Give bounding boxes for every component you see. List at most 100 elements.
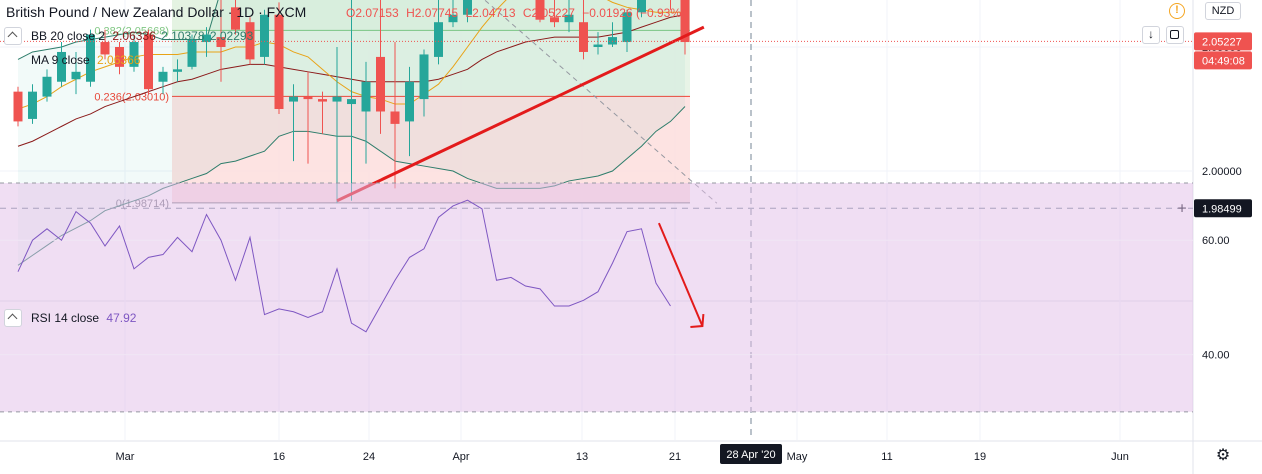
- currency-badge[interactable]: NZD: [1205, 2, 1241, 20]
- rsi-arrow-head: [690, 313, 705, 329]
- time-tick-label: 24: [363, 451, 375, 463]
- settings-gear-icon[interactable]: ⚙: [1215, 447, 1231, 464]
- candle-body[interactable]: [318, 99, 327, 102]
- candle-body[interactable]: [57, 51, 66, 82]
- rsi-down-arrow[interactable]: [657, 222, 704, 327]
- bb-label: BB 20 close 2: [31, 29, 106, 43]
- candle-body[interactable]: [434, 22, 443, 57]
- candle-body[interactable]: [173, 69, 182, 72]
- rsi-line[interactable]: [17, 199, 671, 333]
- candle-body[interactable]: [535, 0, 545, 20]
- candle-body[interactable]: [274, 14, 284, 110]
- symbol-title: British Pound / New Zealand Dollar · 1D …: [6, 4, 307, 20]
- candle-body[interactable]: [231, 7, 240, 30]
- candle-body[interactable]: [216, 37, 226, 48]
- rsi-band-fill: [0, 183, 1193, 412]
- bb-lower-value: 2.02293: [209, 29, 254, 43]
- candle-body[interactable]: [608, 37, 617, 45]
- time-tick-label: 21: [669, 451, 681, 463]
- chevron-up-icon: [7, 313, 18, 324]
- crosshair-price-badge: [1194, 199, 1252, 218]
- warning-icon[interactable]: !: [1169, 3, 1185, 19]
- candle-body[interactable]: [347, 99, 356, 105]
- open-value: O2.07153: [346, 6, 399, 20]
- candle-body[interactable]: [71, 71, 81, 80]
- candle-body[interactable]: [332, 96, 342, 102]
- candle-body[interactable]: [579, 22, 588, 52]
- collapse-legend-button[interactable]: [4, 27, 22, 45]
- high-value: H2.07745: [406, 6, 459, 20]
- time-tick-label: Jun: [1111, 451, 1129, 463]
- change-value: −0.01926 (−0.93%): [582, 6, 685, 20]
- ohlc-legend: O2.07153 H2.07745 L2.04713 C2.05227 −0.0…: [346, 6, 685, 20]
- crosshair-date-label: 28 Apr '20: [726, 449, 775, 461]
- candle-body[interactable]: [129, 42, 139, 67]
- candle-body[interactable]: [260, 14, 269, 57]
- last-price-label: 2.05227: [1202, 36, 1242, 48]
- time-tick-label: Mar: [116, 451, 135, 463]
- bb-legend[interactable]: BB 20 close 2 2.06336 2.10378 2.02293: [31, 29, 253, 43]
- candle-body[interactable]: [303, 96, 313, 100]
- candle-body[interactable]: [390, 111, 400, 124]
- bb-upper-value: 2.10378: [161, 29, 205, 43]
- candle-body[interactable]: [86, 34, 95, 82]
- countdown-badge: [1194, 51, 1252, 70]
- candle-body[interactable]: [680, 0, 690, 43]
- candle-body[interactable]: [550, 17, 559, 23]
- price-tick-label: 2.00000: [1202, 166, 1242, 178]
- bb-basis-value: 2.06336: [112, 29, 156, 43]
- candle-body[interactable]: [158, 71, 168, 82]
- chevron-up-icon: [7, 31, 18, 42]
- candle-body[interactable]: [405, 81, 414, 122]
- close-value: C2.05227: [522, 6, 575, 20]
- rsi-legend[interactable]: RSI 14 close 47.92: [31, 311, 136, 325]
- candle-body[interactable]: [419, 54, 429, 100]
- scroll-down-button[interactable]: ↓: [1142, 26, 1160, 44]
- fib-zone: [172, 0, 690, 31]
- candle-body[interactable]: [564, 14, 574, 23]
- rsi-value: 47.92: [106, 311, 137, 325]
- candle-body[interactable]: [13, 91, 23, 122]
- fib-level-label: 0.382(2.05668): [94, 25, 169, 37]
- candle-body[interactable]: [593, 44, 603, 48]
- time-tick-label: 11: [881, 451, 892, 463]
- candle-body[interactable]: [622, 12, 632, 43]
- fullscreen-icon: [1170, 30, 1179, 39]
- crosshair-date-badge: [720, 444, 782, 464]
- ma-legend[interactable]: MA 9 close 2.06366: [31, 53, 140, 67]
- low-value: L2.04713: [465, 6, 516, 20]
- ma-label: MA 9 close: [31, 53, 90, 67]
- candle-body[interactable]: [187, 39, 197, 67]
- candle-body[interactable]: [448, 14, 458, 23]
- candle-body[interactable]: [376, 56, 385, 112]
- candle-body[interactable]: [463, 0, 472, 15]
- bb-upper-line[interactable]: [17, 0, 685, 60]
- candle-body[interactable]: [144, 34, 153, 90]
- maximize-button[interactable]: [1166, 26, 1184, 44]
- countdown-label: 04:49:08: [1202, 55, 1245, 67]
- candle-body[interactable]: [42, 76, 52, 97]
- ma-value: 2.06366: [97, 53, 141, 67]
- rsi-label: RSI 14 close: [31, 311, 100, 325]
- rsi-tick-label: 40.00: [1202, 350, 1230, 362]
- fib-trend-diagonal[interactable]: [221, 0, 718, 204]
- candle-body[interactable]: [637, 0, 646, 13]
- candle-body[interactable]: [289, 96, 298, 102]
- time-tick-label: 16: [273, 451, 285, 463]
- rsi-tick-label: 60.00: [1202, 235, 1230, 247]
- time-tick-label: 13: [576, 451, 588, 463]
- candle-body[interactable]: [245, 22, 255, 60]
- arrow-down-icon: ↓: [1148, 27, 1154, 41]
- candle-body[interactable]: [28, 91, 37, 119]
- time-tick-label: 19: [974, 451, 986, 463]
- candle-body[interactable]: [100, 42, 110, 55]
- collapse-rsi-legend-button[interactable]: [4, 309, 22, 327]
- candle-body[interactable]: [202, 34, 211, 43]
- crosshair-price-label: 1.98499: [1202, 203, 1242, 215]
- candle-body[interactable]: [115, 47, 124, 67]
- time-tick-label: May: [787, 451, 808, 463]
- candle-body[interactable]: [361, 81, 371, 112]
- support-trendline[interactable]: [336, 25, 705, 203]
